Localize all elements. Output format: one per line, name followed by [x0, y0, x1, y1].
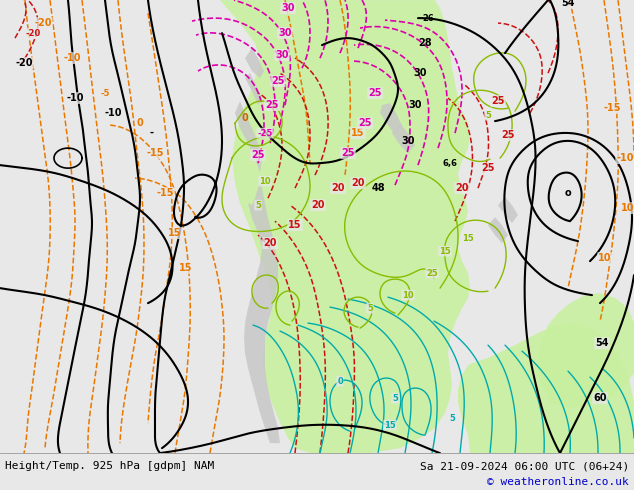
Text: 10: 10 — [402, 291, 414, 299]
Text: 5: 5 — [485, 111, 491, 120]
Polygon shape — [458, 323, 634, 453]
Text: 25: 25 — [358, 118, 372, 128]
Text: 20: 20 — [455, 183, 469, 193]
Text: 30: 30 — [408, 100, 422, 110]
Text: 5: 5 — [449, 414, 455, 422]
Text: 30: 30 — [401, 136, 415, 146]
Text: 10: 10 — [259, 176, 271, 186]
Polygon shape — [488, 217, 508, 243]
Polygon shape — [380, 103, 402, 135]
Text: -10: -10 — [66, 93, 84, 103]
Text: -25: -25 — [257, 128, 273, 138]
Text: 20: 20 — [351, 178, 365, 188]
Text: 30: 30 — [281, 3, 295, 13]
Text: -15: -15 — [156, 188, 174, 198]
Text: 10: 10 — [598, 253, 612, 263]
Text: 5: 5 — [392, 393, 398, 403]
Text: 25: 25 — [368, 88, 382, 98]
Polygon shape — [245, 73, 262, 105]
Text: 60: 60 — [593, 393, 607, 403]
Text: 28: 28 — [418, 38, 432, 48]
Text: -10: -10 — [616, 153, 634, 163]
Text: 48: 48 — [371, 183, 385, 193]
Text: -20: -20 — [34, 18, 52, 28]
Text: -15: -15 — [603, 103, 621, 113]
Text: 5: 5 — [367, 304, 373, 313]
Text: 0: 0 — [337, 377, 343, 386]
Text: Height/Temp. 925 hPa [gdpm] NAM: Height/Temp. 925 hPa [gdpm] NAM — [5, 461, 214, 471]
Text: 25: 25 — [271, 76, 285, 86]
Text: -10: -10 — [104, 108, 122, 118]
Text: 25: 25 — [491, 96, 505, 106]
Polygon shape — [245, 48, 264, 78]
Text: 15: 15 — [462, 234, 474, 243]
Text: -15: -15 — [146, 148, 164, 158]
Text: -10: -10 — [63, 53, 81, 63]
Text: 6,6: 6,6 — [443, 159, 458, 168]
Text: o: o — [565, 188, 571, 198]
Text: -5: -5 — [100, 89, 110, 98]
Text: -20: -20 — [15, 58, 33, 68]
Text: 30: 30 — [278, 28, 292, 38]
Text: 25: 25 — [251, 150, 265, 160]
Text: 20: 20 — [311, 200, 325, 210]
Text: 5: 5 — [255, 200, 261, 210]
Text: 25: 25 — [501, 130, 515, 140]
Text: 15: 15 — [384, 420, 396, 430]
Text: 20: 20 — [331, 183, 345, 193]
Polygon shape — [235, 101, 262, 173]
Text: 25: 25 — [265, 100, 279, 110]
Text: 25: 25 — [341, 148, 355, 158]
Text: -20: -20 — [25, 28, 41, 38]
Text: © weatheronline.co.uk: © weatheronline.co.uk — [488, 477, 629, 487]
Polygon shape — [220, 0, 470, 453]
Text: 26: 26 — [422, 14, 434, 23]
Text: 25: 25 — [426, 269, 438, 278]
Polygon shape — [392, 123, 415, 153]
Text: 10: 10 — [621, 203, 634, 213]
Polygon shape — [537, 293, 634, 408]
Text: Sa 21-09-2024 06:00 UTC (06+24): Sa 21-09-2024 06:00 UTC (06+24) — [420, 461, 629, 471]
Text: 25: 25 — [481, 163, 495, 173]
Text: 54: 54 — [595, 338, 609, 348]
Text: 15: 15 — [351, 128, 365, 138]
Text: 15: 15 — [288, 220, 302, 230]
Polygon shape — [244, 183, 280, 443]
Text: 54: 54 — [561, 0, 575, 8]
Text: 0: 0 — [242, 113, 249, 123]
Polygon shape — [498, 197, 518, 223]
Text: -: - — [150, 128, 154, 138]
Text: 15: 15 — [179, 263, 193, 273]
Text: 0: 0 — [136, 118, 143, 128]
Text: 30: 30 — [413, 68, 427, 78]
Text: 15: 15 — [168, 228, 182, 238]
Text: 15: 15 — [439, 246, 451, 256]
Text: 30: 30 — [275, 50, 288, 60]
Text: 20: 20 — [263, 238, 277, 248]
